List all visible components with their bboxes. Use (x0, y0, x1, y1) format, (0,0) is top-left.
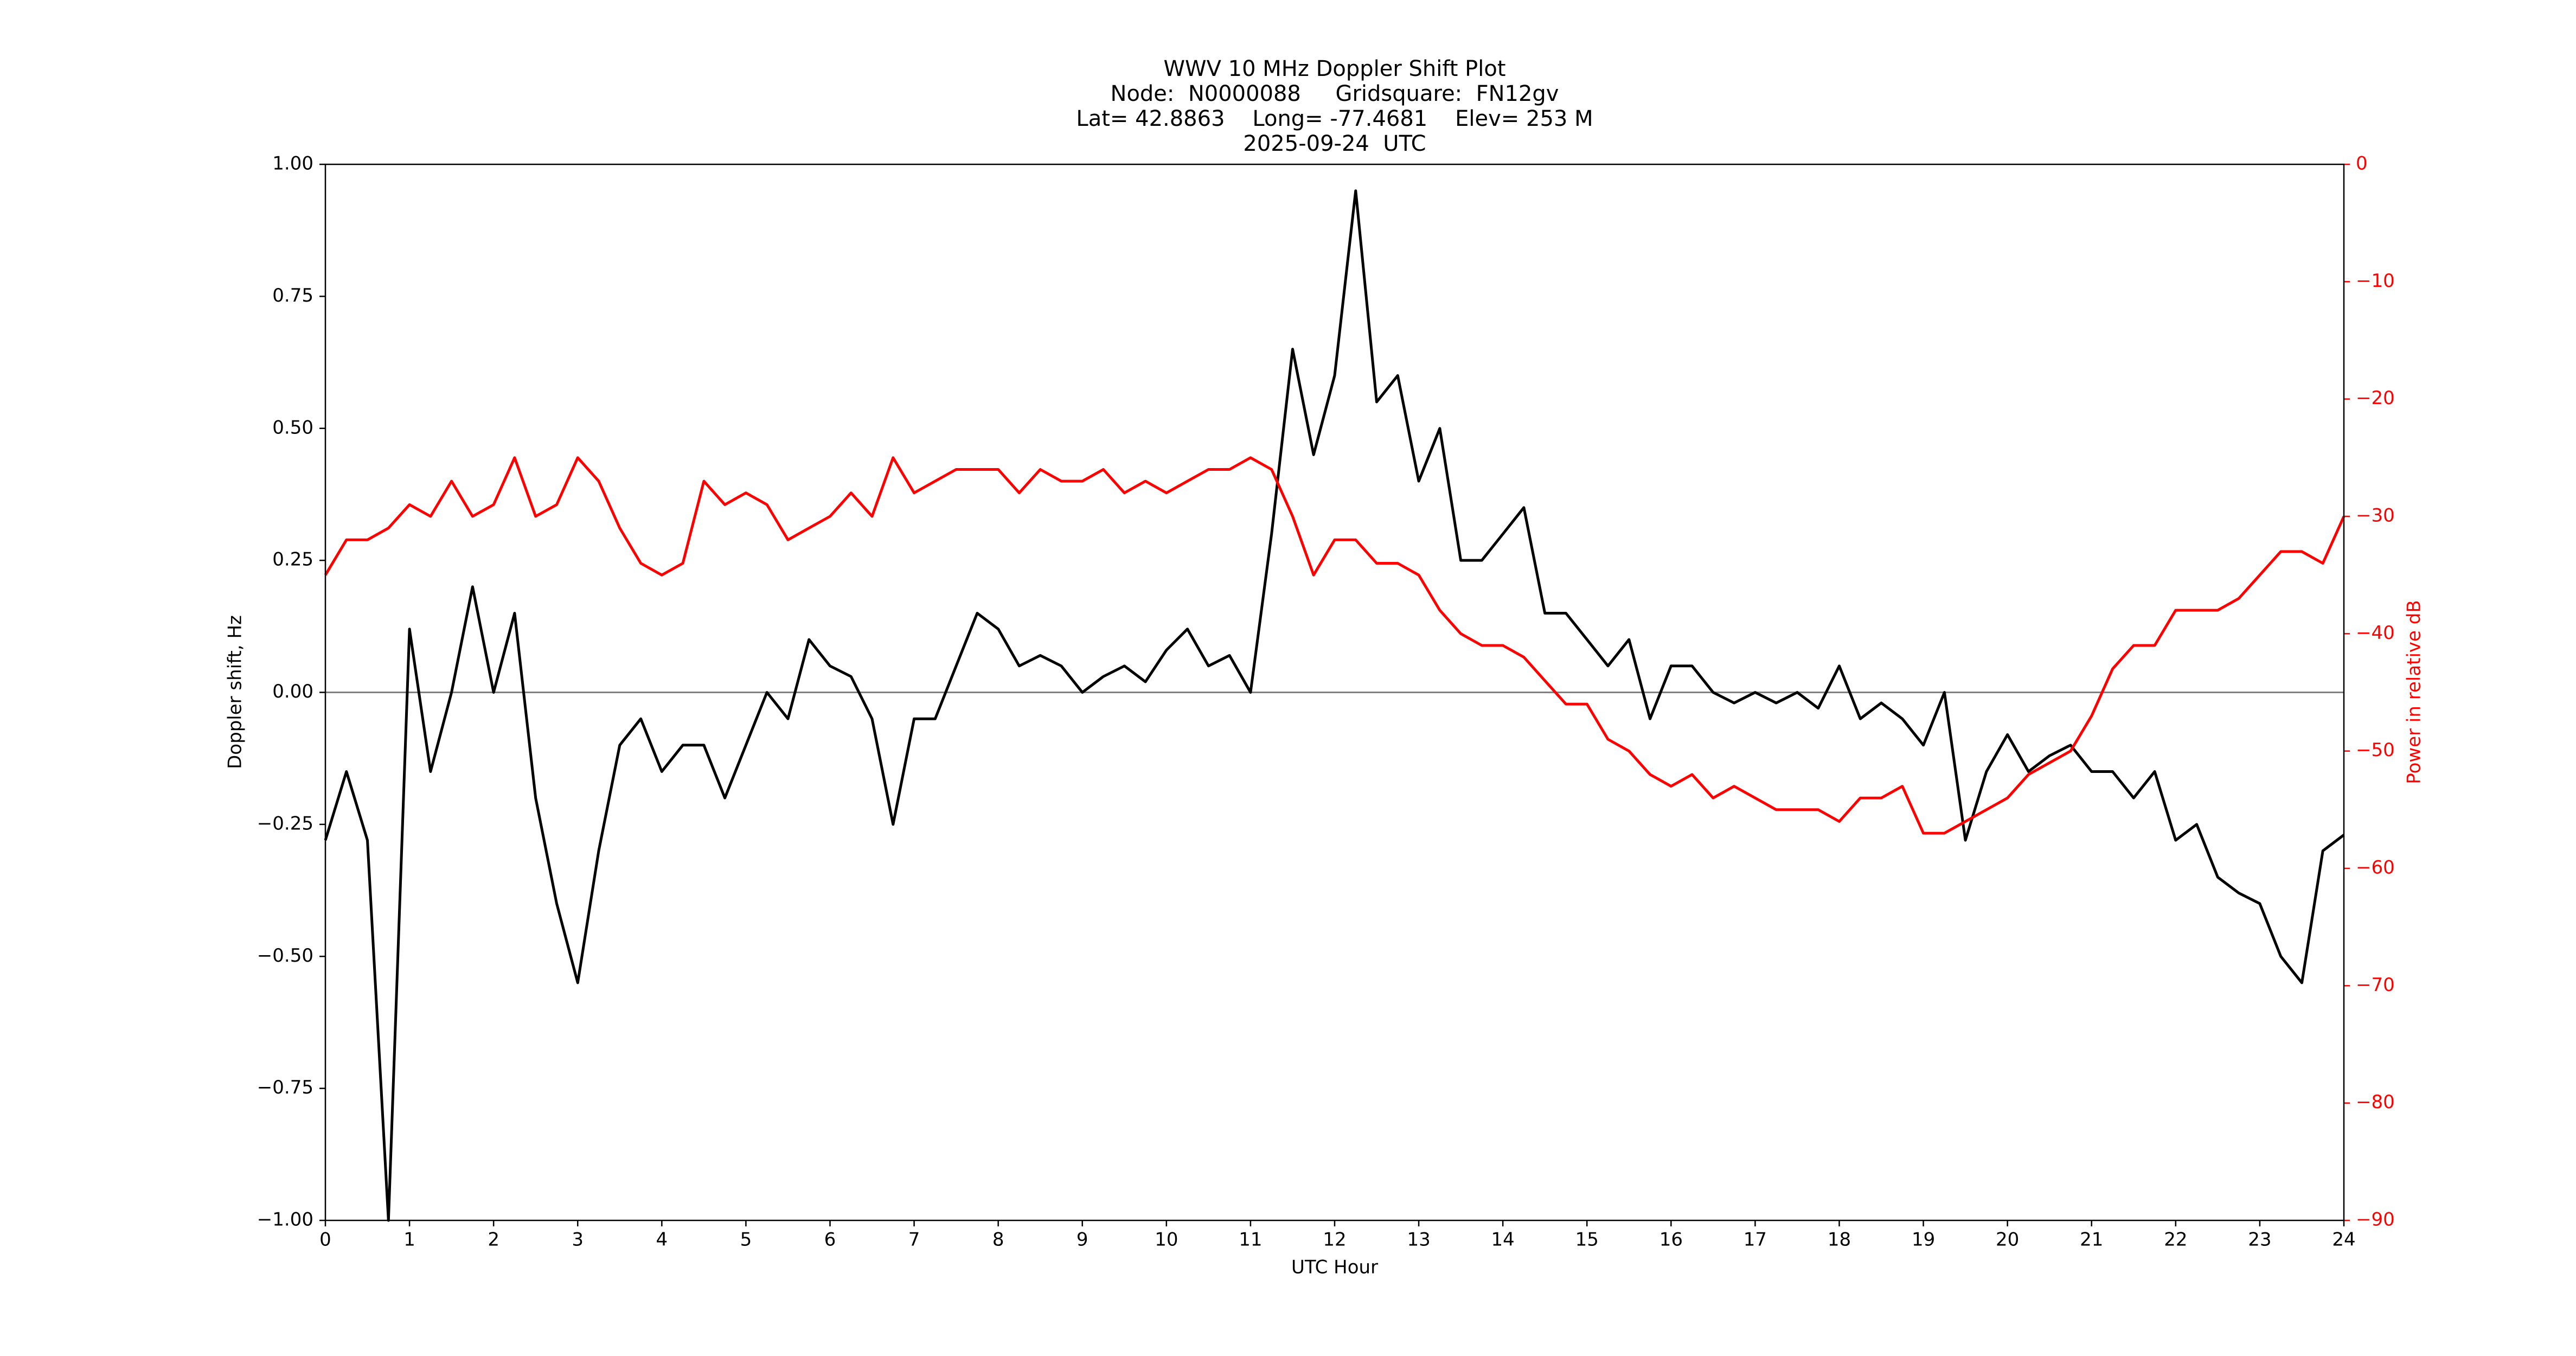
y-tick-label: 0.75 (272, 285, 313, 306)
x-tick-label: 13 (1407, 1229, 1430, 1251)
y-tick-label: −0.75 (257, 1077, 313, 1098)
y2-tick-label: 0 (2356, 153, 2368, 175)
x-tick-label: 6 (824, 1229, 836, 1251)
y2-tick-label: −50 (2356, 739, 2395, 761)
x-tick-label: 9 (1076, 1229, 1088, 1251)
y-tick-label: −0.25 (257, 813, 313, 834)
x-tick-label: 24 (2332, 1229, 2355, 1251)
y2-tick-label: −40 (2356, 622, 2395, 644)
x-tick-label: 15 (1575, 1229, 1599, 1251)
y2-tick-label: −60 (2356, 857, 2395, 879)
x-tick-label: 23 (2248, 1229, 2271, 1251)
chart-title: Node: N0000088 Gridsquare: FN12gv (1111, 81, 1559, 106)
y-tick-label: −0.50 (257, 945, 313, 967)
data-line (324, 456, 2346, 835)
y-tick-label: 0.50 (272, 417, 313, 438)
x-tick-label: 0 (319, 1229, 331, 1251)
x-tick-label: 12 (1323, 1229, 1346, 1251)
y2-tick-label: −90 (2356, 1209, 2395, 1231)
x-tick-label: 5 (740, 1229, 752, 1251)
x-tick-label: 1 (403, 1229, 415, 1251)
y-tick-label: −1.00 (257, 1209, 313, 1231)
y-axis-label: Doppler shift, Hz (225, 615, 246, 769)
y-tick-label: 1.00 (272, 153, 313, 175)
y-tick-label: 0.25 (272, 549, 313, 571)
x-tick-label: 10 (1155, 1229, 1178, 1251)
x-tick-label: 3 (572, 1229, 584, 1251)
x-tick-label: 20 (1996, 1229, 2019, 1251)
x-tick-label: 16 (1659, 1229, 1683, 1251)
x-tick-label: 4 (656, 1229, 668, 1251)
y2-tick-label: −30 (2356, 505, 2395, 527)
x-tick-label: 8 (992, 1229, 1004, 1251)
y2-tick-label: −20 (2356, 387, 2395, 409)
y2-tick-label: −10 (2356, 270, 2395, 292)
y2-tick-label: −70 (2356, 974, 2395, 996)
y2-axis-label: Power in relative dB (2404, 600, 2425, 784)
plot-frame (324, 163, 2345, 1221)
y-tick-label: 0.00 (272, 681, 313, 702)
chart-title: 2025-09-24 UTC (1243, 131, 1426, 156)
chart-title: Lat= 42.8863 Long= -77.4681 Elev= 253 M (1076, 106, 1593, 131)
y2-tick-label: −80 (2356, 1091, 2395, 1113)
x-tick-label: 11 (1239, 1229, 1262, 1251)
x-tick-label: 17 (1744, 1229, 1767, 1251)
x-tick-label: 18 (1828, 1229, 1851, 1251)
data-line (324, 189, 2345, 1222)
x-tick-label: 14 (1491, 1229, 1515, 1251)
x-axis-label: UTC Hour (1291, 1257, 1378, 1278)
x-tick-label: 22 (2164, 1229, 2187, 1251)
x-tick-label: 19 (1912, 1229, 1935, 1251)
x-tick-label: 7 (908, 1229, 920, 1251)
x-tick-label: 21 (2080, 1229, 2103, 1251)
x-tick-label: 2 (488, 1229, 499, 1251)
chart-title: WWV 10 MHz Doppler Shift Plot (1163, 56, 1505, 81)
